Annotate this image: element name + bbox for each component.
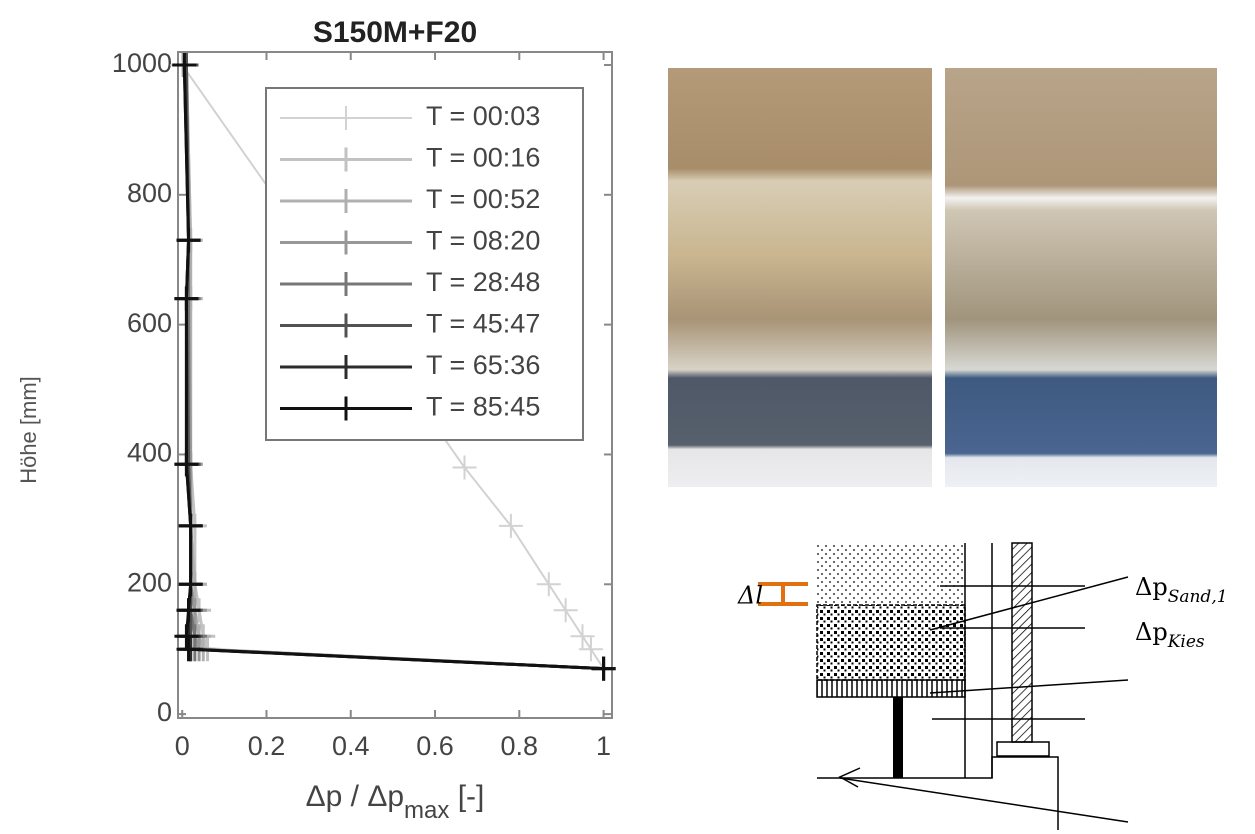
x-axis-label: Δp / Δpmax [-] — [306, 780, 485, 824]
legend-label: T = 45:47 — [426, 309, 540, 339]
x-tick-label: 0 — [175, 731, 190, 761]
x-tick-label: 0.2 — [248, 731, 286, 761]
legend-label: T = 00:03 — [426, 101, 540, 131]
legend-label: T = 08:20 — [426, 226, 540, 256]
y-axis-label: Höhe [mm] — [16, 376, 41, 484]
pressure-label: ΔpKies — [1135, 618, 1205, 652]
x-label-main: Δp / Δp — [306, 780, 404, 813]
y-tick-label: 200 — [127, 567, 172, 597]
photo — [668, 68, 932, 487]
label-base: Δp — [1135, 573, 1168, 601]
delta-l-label: Δl — [737, 582, 763, 610]
y-tick-label: 800 — [127, 178, 172, 208]
x-tick-label: 0.8 — [501, 731, 539, 761]
legend-label: T = 65:36 — [426, 350, 540, 380]
x-tick-label: 1 — [596, 731, 611, 761]
y-tick-label: 0 — [157, 697, 172, 727]
label-sub: Kies — [1167, 632, 1205, 652]
chart-title: S150M+F20 — [313, 16, 477, 49]
x-tick-label: 0.6 — [416, 731, 454, 761]
x-label-sub: max — [404, 797, 449, 824]
label-base: Δp — [1135, 618, 1168, 646]
legend-label: T = 00:52 — [426, 184, 540, 214]
y-tick-label: 600 — [127, 308, 172, 338]
x-tick-label: 0.4 — [332, 731, 370, 761]
legend-label: T = 28:48 — [426, 267, 540, 297]
y-tick-label: 400 — [127, 438, 172, 468]
legend-label: T = 00:16 — [426, 143, 540, 173]
y-tick-label: 1000 — [112, 48, 172, 78]
legend-label: T = 85:45 — [426, 392, 540, 422]
plot: 0 200 400 600 800 1000 0 0.2 0.4 0.6 0.8 1 T = 00:03… — [112, 48, 616, 761]
diagram — [758, 543, 1128, 830]
label-sub: Sand,1 — [1168, 587, 1228, 607]
legend-box — [266, 88, 583, 440]
photo — [945, 68, 1217, 487]
pressure-label: ΔpSand,1 — [1135, 573, 1228, 607]
figure: Δl ΔpSand,1 ΔpKies S150M+F20 Höhe [mm] Δ… — [0, 0, 1255, 834]
x-label-unit: [-] — [449, 780, 484, 813]
